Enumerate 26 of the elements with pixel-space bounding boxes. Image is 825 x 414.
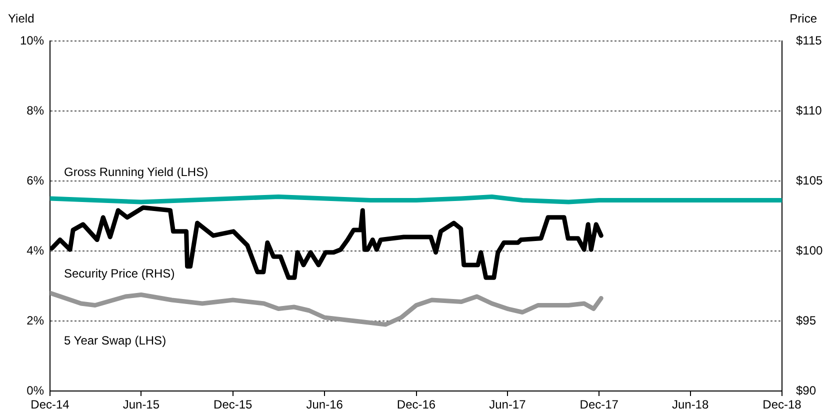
x-tick-label: Dec-14 [30,398,70,412]
y2-tick-label: $90 [796,383,816,398]
y2-tick-label: $110 [796,103,822,118]
text: 5 Year Swap (LHS) [64,333,166,348]
x-tick-label: Jun-18 [672,398,709,412]
y2-tick-label: $115 [796,33,822,48]
x-tick-label: Jun-17 [489,398,526,412]
y-tick-label: 0% [26,383,44,398]
x-tick-label: Jun-15 [122,398,160,412]
y-tick-label: 4% [26,243,44,258]
y2-tick-label: $105 [796,173,824,188]
x-tick-label: Dec-16 [396,398,436,412]
x-tick-label: Dec-17 [580,398,619,412]
series-label: Security Price (RHS) [64,266,175,281]
x-tick-label: Dec-15 [214,398,253,412]
y2-axis-title: Price [790,11,818,26]
y-tick-label: 8% [26,103,44,118]
y-axis-title: Yield [8,11,34,26]
y-tick-label: 2% [26,313,44,328]
y2-tick-label: $95 [796,313,816,328]
y2-tick-label: $100 [796,243,824,258]
x-tick-label: Jun-16 [306,398,344,412]
y-tick-label: 10% [20,33,44,48]
series-label: Gross Running Yield (LHS) [64,164,208,179]
x-tick-label: Dec-18 [762,398,802,412]
y-tick-label: 6% [26,173,44,188]
